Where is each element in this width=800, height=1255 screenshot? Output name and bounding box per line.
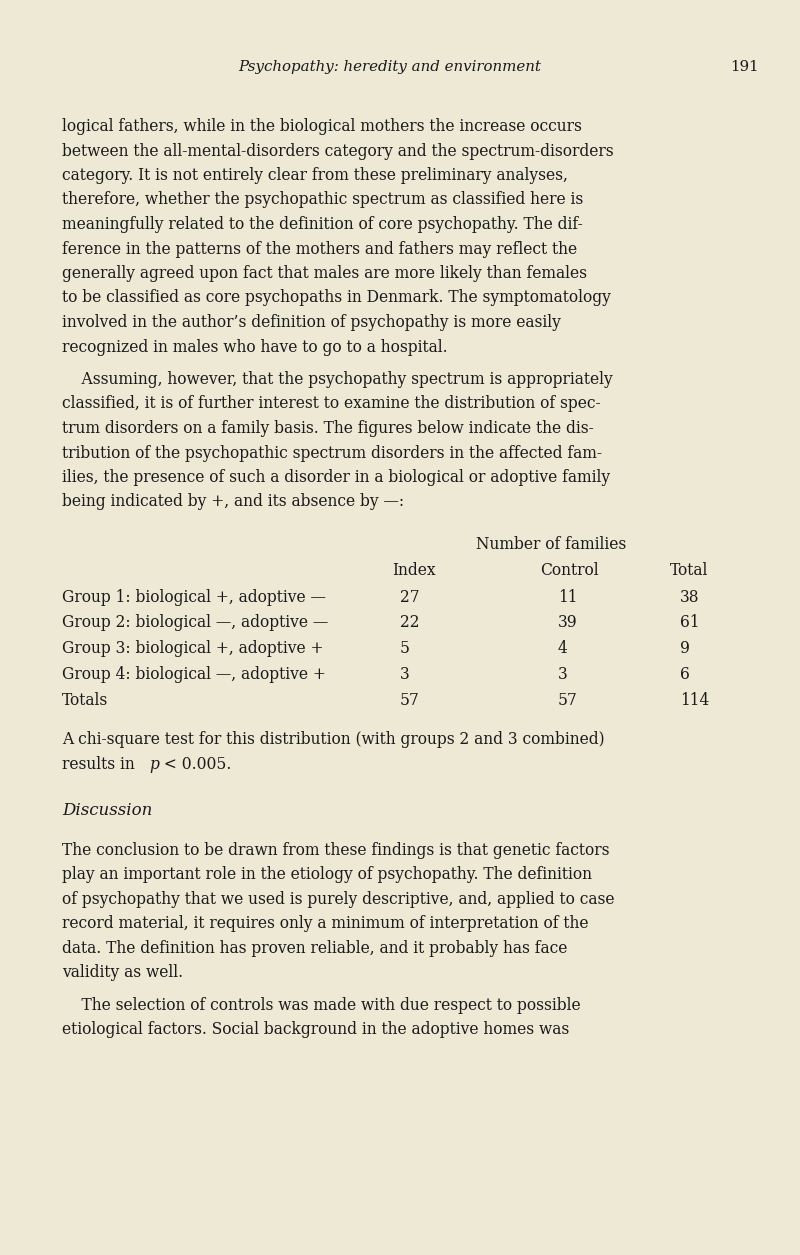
Text: category. It is not entirely clear from these preliminary analyses,: category. It is not entirely clear from … [62, 167, 568, 184]
Text: 38: 38 [680, 589, 699, 606]
Text: 9: 9 [680, 640, 690, 658]
Text: being indicated by +, and its absence by —:: being indicated by +, and its absence by… [62, 493, 404, 511]
Text: recognized in males who have to go to a hospital.: recognized in males who have to go to a … [62, 339, 448, 355]
Text: Index: Index [392, 562, 436, 579]
Text: 57: 57 [400, 692, 420, 709]
Text: meaningfully related to the definition of core psychopathy. The dif-: meaningfully related to the definition o… [62, 216, 582, 233]
Text: 191: 191 [730, 60, 758, 74]
Text: Control: Control [540, 562, 598, 579]
Text: to be classified as core psychopaths in Denmark. The symptomatology: to be classified as core psychopaths in … [62, 290, 611, 306]
Text: 27: 27 [400, 589, 419, 606]
Text: play an important role in the etiology of psychopathy. The definition: play an important role in the etiology o… [62, 866, 592, 884]
Text: 57: 57 [558, 692, 578, 709]
Text: A chi-square test for this distribution (with groups 2 and 3 combined): A chi-square test for this distribution … [62, 732, 605, 748]
Text: record material, it requires only a minimum of interpretation of the: record material, it requires only a mini… [62, 915, 589, 932]
Text: trum disorders on a family basis. The figures below indicate the dis-: trum disorders on a family basis. The fi… [62, 420, 594, 437]
Text: Group 4: biological —, adoptive +: Group 4: biological —, adoptive + [62, 666, 326, 683]
Text: ference in the patterns of the mothers and fathers may reflect the: ference in the patterns of the mothers a… [62, 241, 577, 257]
Text: 3: 3 [558, 666, 568, 683]
Text: 11: 11 [558, 589, 578, 606]
Text: 39: 39 [558, 615, 578, 631]
Text: The conclusion to be drawn from these findings is that genetic factors: The conclusion to be drawn from these fi… [62, 842, 610, 858]
Text: < 0.005.: < 0.005. [159, 756, 231, 773]
Text: data. The definition has proven reliable, and it probably has face: data. The definition has proven reliable… [62, 940, 567, 956]
Text: Group 3: biological +, adoptive +: Group 3: biological +, adoptive + [62, 640, 323, 658]
Text: Group 2: biological —, adoptive —: Group 2: biological —, adoptive — [62, 615, 328, 631]
Text: Discussion: Discussion [62, 802, 152, 820]
Text: involved in the author’s definition of psychopathy is more easily: involved in the author’s definition of p… [62, 314, 561, 331]
Text: Group 1: biological +, adoptive —: Group 1: biological +, adoptive — [62, 589, 326, 606]
Text: 114: 114 [680, 692, 710, 709]
Text: between the all-mental-disorders category and the spectrum-disorders: between the all-mental-disorders categor… [62, 143, 614, 159]
Text: The selection of controls was made with due respect to possible: The selection of controls was made with … [62, 996, 581, 1014]
Text: of psychopathy that we used is purely descriptive, and, applied to case: of psychopathy that we used is purely de… [62, 891, 614, 907]
Text: 5: 5 [400, 640, 410, 658]
Text: Number of families: Number of families [476, 536, 626, 553]
Text: 6: 6 [680, 666, 690, 683]
Text: Psychopathy: heredity and environment: Psychopathy: heredity and environment [238, 60, 542, 74]
Text: p: p [149, 756, 159, 773]
Text: tribution of the psychopathic spectrum disorders in the affected fam-: tribution of the psychopathic spectrum d… [62, 444, 602, 462]
Text: generally agreed upon fact that males are more likely than females: generally agreed upon fact that males ar… [62, 265, 587, 282]
Text: therefore, whether the psychopathic spectrum as classified here is: therefore, whether the psychopathic spec… [62, 192, 583, 208]
Text: logical fathers, while in the biological mothers the increase occurs: logical fathers, while in the biological… [62, 118, 582, 136]
Text: 61: 61 [680, 615, 700, 631]
Text: Assuming, however, that the psychopathy spectrum is appropriately: Assuming, however, that the psychopathy … [62, 371, 613, 388]
Text: Totals: Totals [62, 692, 108, 709]
Text: Total: Total [670, 562, 708, 579]
Text: 4: 4 [558, 640, 568, 658]
Text: 22: 22 [400, 615, 419, 631]
Text: ilies, the presence of such a disorder in a biological or adoptive family: ilies, the presence of such a disorder i… [62, 469, 610, 486]
Text: results in: results in [62, 756, 140, 773]
Text: classified, it is of further interest to examine the distribution of spec-: classified, it is of further interest to… [62, 395, 601, 413]
Text: etiological factors. Social background in the adoptive homes was: etiological factors. Social background i… [62, 1022, 570, 1038]
Text: 3: 3 [400, 666, 410, 683]
Text: validity as well.: validity as well. [62, 964, 183, 981]
